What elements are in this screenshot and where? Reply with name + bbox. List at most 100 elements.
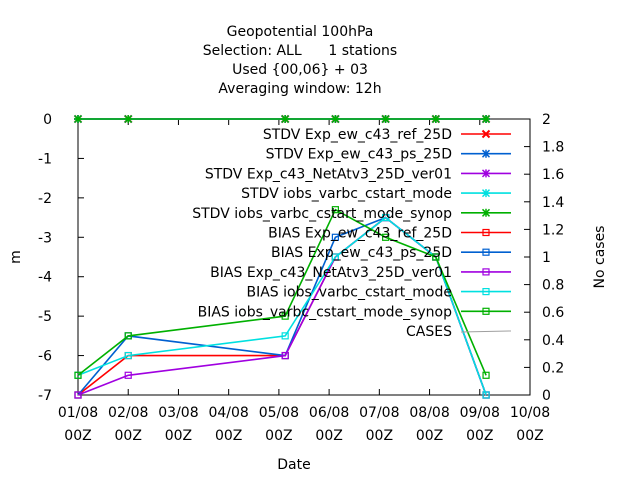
y2-tick-label: 1.2: [542, 222, 564, 238]
x-tick-label-date: 06/08: [309, 405, 349, 421]
x-tick-label-hour: 00Z: [466, 428, 493, 444]
x-axis-ticks: 01/08 00Z 02/08 00Z 03/08 00Z 04/08 00Z 05/08 00Z…: [58, 119, 550, 444]
y-tick-label: 0: [43, 112, 52, 128]
legend-label: STDV Exp_c43_NetAtv3_25D_ver01: [205, 166, 452, 182]
y2-tick-label: 0.4: [542, 333, 564, 349]
data-point: [382, 233, 390, 241]
x-tick-label-hour: 00Z: [215, 428, 242, 444]
x-axis-label: Date: [277, 457, 310, 473]
data-point: [482, 371, 490, 379]
y2-axis-ticks: 2 1.8 1.6 1.4 1.2 1 0.8 0.6 0.4 0.2 0: [524, 112, 564, 404]
data-point: [124, 114, 133, 124]
series-9: [74, 206, 490, 379]
data-point: [124, 351, 132, 360]
y-tick-label: -1: [38, 151, 52, 167]
data-point: [331, 233, 339, 241]
legend-sample-marker: [481, 189, 491, 198]
x-tick-label-hour: 00Z: [416, 428, 443, 444]
data-point: [73, 114, 83, 124]
data-point: [432, 253, 440, 261]
x-tick-label-date: 07/08: [359, 405, 399, 421]
x-tick-label-hour: 00Z: [516, 428, 543, 444]
legend-label: BIAS Exp_ew_c43_ps_25D: [271, 245, 452, 261]
x-tick-label-hour: 00Z: [366, 428, 393, 444]
y-tick-label: -4: [38, 270, 52, 286]
legend-label: STDV Exp_ew_c43_ps_25D: [266, 147, 452, 163]
data-point: [281, 114, 290, 124]
legend: STDV Exp_ew_c43_ref_25D STDV Exp_ew_c43_p…: [192, 127, 512, 340]
legend-label: BIAS iobs_varbc_cstart_mode: [247, 285, 453, 301]
data-point: [482, 391, 490, 399]
x-tick-label-hour: 00Z: [115, 428, 142, 444]
legend-sample-marker: [482, 307, 490, 315]
series-line: [77, 208, 487, 376]
y-axis-ticks: 0 -1 -2 -3 -4 -5 -6 -7: [38, 112, 84, 404]
data-point: [124, 371, 132, 379]
legend-label: STDV iobs_varbc_cstart_mode: [241, 186, 452, 202]
y-tick-label: -6: [38, 349, 52, 365]
legend-label: STDV iobs_varbc_cstart_mode_synop: [192, 206, 452, 222]
data-point: [381, 114, 390, 124]
title-line-2: Selection: ALL 1 stations: [203, 43, 397, 59]
x-tick-label-date: 01/08: [58, 405, 98, 421]
data-point: [331, 206, 339, 214]
title-line-3: Used {00,06} + 03: [232, 62, 368, 78]
x-tick-label-date: 10/08: [510, 405, 550, 421]
x-tick-label-date: 05/08: [259, 405, 299, 421]
legend-sample-marker: [482, 228, 490, 237]
x-tick-label-hour: 00Z: [165, 428, 192, 444]
data-point: [482, 114, 491, 124]
data-point: [124, 332, 132, 340]
data-point: [431, 114, 440, 124]
series-4: [73, 114, 491, 124]
legend-sample-marker: [481, 169, 491, 178]
y-tick-label: -5: [38, 309, 52, 325]
y-tick-label: -7: [38, 388, 52, 404]
data-point: [331, 253, 339, 261]
data-point: [281, 312, 289, 320]
y2-tick-label: 1: [542, 250, 551, 266]
x-tick-label-date: 09/08: [460, 405, 500, 421]
legend-sample-marker: [481, 208, 491, 217]
legend-label: CASES: [406, 324, 452, 340]
legend-label: BIAS Exp_ew_c43_ref_25D: [268, 226, 452, 242]
y-tick-label: -3: [38, 230, 52, 246]
data-point: [382, 213, 390, 222]
x-tick-label-hour: 00Z: [64, 428, 91, 444]
legend-sample-marker: [482, 248, 490, 256]
legend-label: BIAS iobs_varbc_cstart_mode_synop: [198, 304, 453, 320]
x-tick-label-date: 04/08: [208, 405, 248, 421]
legend-sample-line: [460, 330, 512, 333]
data-point: [281, 351, 289, 360]
data-point: [331, 114, 340, 124]
y2-tick-label: 0: [542, 388, 551, 404]
y2-tick-label: 1.8: [542, 140, 564, 156]
x-tick-label-date: 02/08: [108, 405, 148, 421]
x-tick-label-date: 03/08: [158, 405, 198, 421]
legend-label: STDV Exp_ew_c43_ref_25D: [263, 127, 452, 143]
y-tick-label: -2: [38, 191, 52, 207]
title-line-4: Averaging window: 12h: [218, 81, 381, 97]
legend-sample-marker: [482, 268, 490, 276]
x-tick-label-date: 08/08: [409, 405, 449, 421]
series-layer: [73, 114, 491, 399]
y2-tick-label: 0.8: [542, 278, 564, 294]
legend-sample-marker: [481, 149, 491, 158]
title-line-1: Geopotential 100hPa: [227, 24, 374, 40]
legend-sample-marker: [482, 288, 490, 296]
data-point: [281, 332, 289, 340]
data-point: [74, 391, 82, 399]
y2-tick-label: 0.6: [542, 305, 564, 321]
y2-tick-label: 0.2: [542, 360, 564, 376]
legend-label: BIAS Exp_c43_NetAtv3_25D_ver01: [210, 265, 452, 281]
y2-axis-label: No cases: [592, 226, 608, 289]
legend-sample-marker: [481, 129, 491, 139]
x-tick-label-hour: 00Z: [315, 428, 342, 444]
y2-tick-label: 1.4: [542, 195, 564, 211]
y2-tick-label: 2: [542, 112, 551, 128]
data-point: [74, 371, 82, 379]
chart-title: Geopotential 100hPa Selection: ALL 1 sta…: [203, 24, 397, 97]
y2-tick-label: 1.6: [542, 167, 564, 183]
y-axis-label: m: [8, 250, 24, 264]
